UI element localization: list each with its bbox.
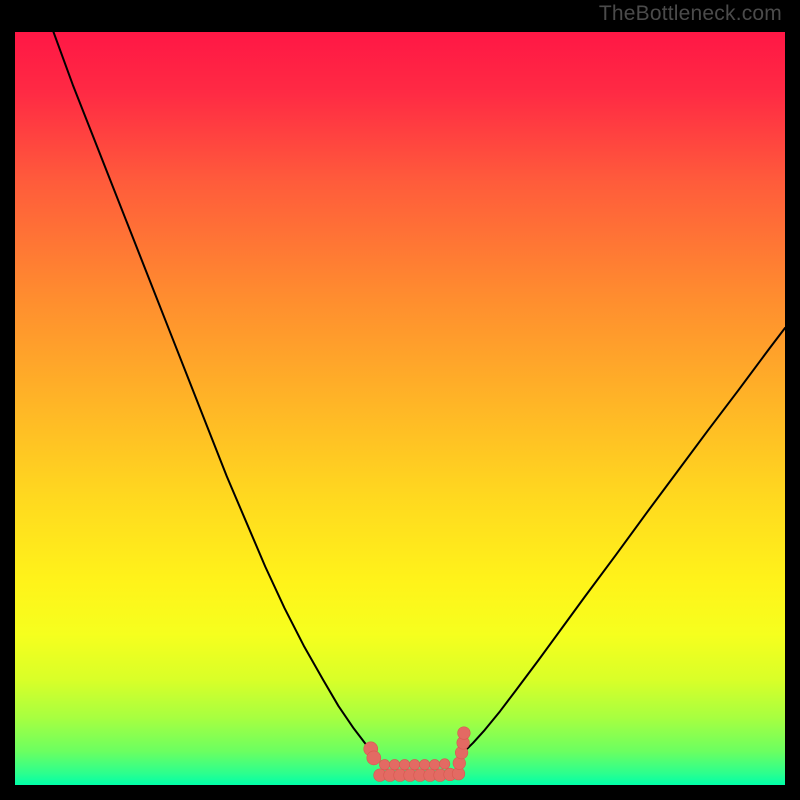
data-marker (379, 759, 389, 769)
gradient-background (15, 32, 785, 785)
data-marker (458, 727, 471, 740)
plot-area (15, 32, 785, 785)
data-marker (409, 759, 419, 769)
data-marker (399, 759, 409, 769)
data-marker (439, 759, 449, 769)
chart-frame: TheBottleneck.com (0, 0, 800, 800)
data-marker (429, 759, 439, 769)
data-marker (419, 759, 429, 769)
plot-svg (15, 32, 785, 785)
watermark-text: TheBottleneck.com (599, 2, 782, 26)
data-marker (389, 759, 399, 769)
data-marker (367, 751, 381, 765)
